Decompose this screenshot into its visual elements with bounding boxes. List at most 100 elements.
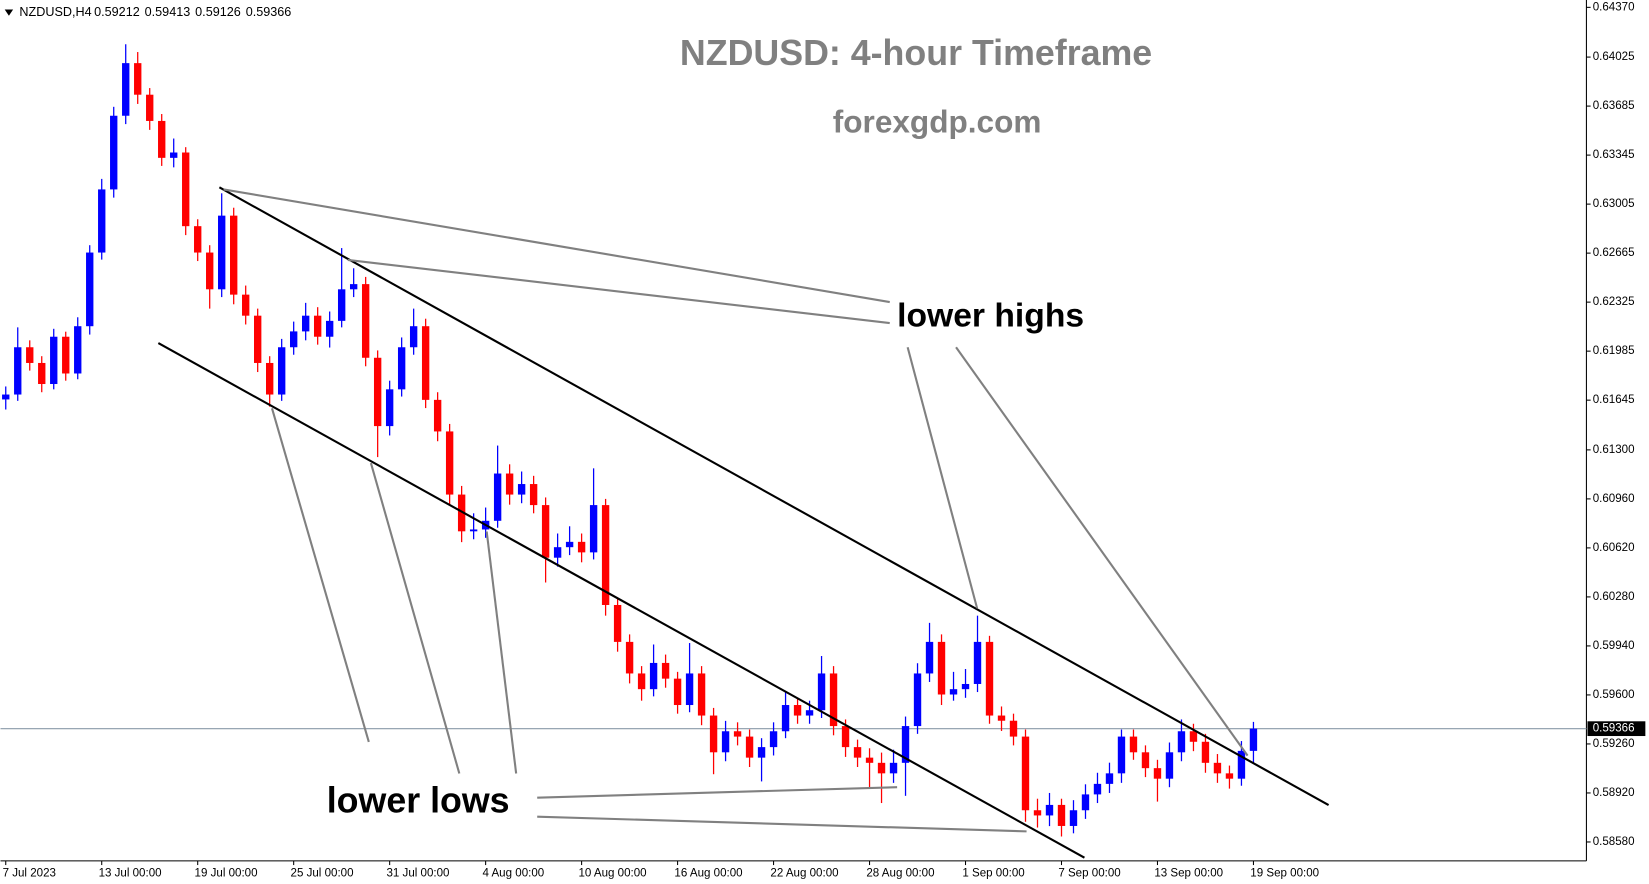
candle-body: [337, 289, 346, 321]
y-tick-label: 0.63345: [1593, 149, 1635, 161]
candle-body: [1093, 783, 1102, 795]
candle-body: [1189, 731, 1198, 742]
candle-body: [122, 63, 130, 116]
candle-body: [98, 189, 106, 253]
y-tick-label: 0.63005: [1593, 198, 1635, 210]
candle-body: [1021, 736, 1030, 811]
candle-body: [170, 152, 178, 158]
candle-body: [433, 399, 442, 432]
candle-body: [289, 331, 298, 348]
x-tick-label: 19 Sep 00:00: [1250, 868, 1319, 880]
y-tick-label: 0.60620: [1593, 542, 1635, 554]
ohlc-high: 0.59413: [145, 5, 191, 19]
x-tick-label: 22 Aug 00:00: [770, 868, 838, 880]
candle-body: [505, 473, 514, 495]
last-price-label: 0.59366: [1593, 723, 1635, 735]
y-tick-label: 0.58580: [1593, 836, 1635, 848]
candle-body: [613, 604, 622, 642]
chart-subtitle: forexgdp.com: [833, 104, 1042, 140]
candle-body: [86, 252, 94, 327]
candle-body: [649, 662, 658, 690]
candle-body: [517, 484, 526, 495]
candle-body: [158, 120, 166, 158]
candle-body: [74, 326, 82, 374]
candle-body: [230, 215, 238, 295]
x-tick-label: 31 Jul 00:00: [386, 868, 449, 880]
candle-body: [685, 673, 694, 706]
annotation: lower lows: [327, 780, 510, 820]
ohlc-close: 0.59366: [246, 5, 292, 19]
x-tick-label: 1 Sep 00:00: [962, 868, 1024, 880]
ohlc-open: 0.59212: [94, 5, 140, 19]
candle-body: [625, 641, 634, 674]
candle-body: [745, 736, 754, 758]
candle-body: [1201, 741, 1210, 763]
menu-triangle: [4, 9, 14, 16]
candle-body: [1225, 773, 1234, 779]
candle-body: [1213, 762, 1222, 774]
y-tick-label: 0.64025: [1593, 51, 1635, 63]
candle-body: [661, 662, 670, 679]
candle-body: [637, 673, 646, 690]
candle-body: [781, 705, 790, 732]
candle-body: [2, 394, 10, 400]
candle-body: [1153, 768, 1162, 779]
y-tick-label: 0.62325: [1593, 296, 1635, 308]
candle-body: [1249, 728, 1258, 751]
candle-body: [877, 762, 886, 774]
candle-body: [1045, 804, 1054, 816]
candle-body: [325, 320, 334, 337]
x-tick-label: 10 Aug 00:00: [578, 868, 646, 880]
candle-body: [38, 362, 46, 385]
candle-body: [757, 747, 766, 758]
candle-body: [841, 726, 850, 748]
candle-body: [469, 529, 478, 532]
y-tick-label: 0.59600: [1593, 689, 1635, 701]
x-tick-label: 16 Aug 00:00: [674, 868, 742, 880]
candle-body: [445, 431, 454, 495]
candle-body: [1141, 752, 1150, 769]
channel-lower: [157, 342, 1085, 859]
candle-body: [601, 505, 610, 605]
candle-body: [673, 678, 682, 706]
candle-body: [793, 705, 802, 716]
channel-upper: [218, 186, 1330, 806]
candle-body: [14, 347, 22, 395]
pointer-line: [955, 346, 1249, 757]
candle-body: [50, 336, 58, 385]
pointer-line: [270, 408, 370, 743]
candle-body: [409, 326, 418, 348]
candle-body: [901, 726, 910, 763]
pointer-line: [369, 462, 461, 774]
candle-body: [182, 152, 190, 227]
candle-body: [1129, 736, 1138, 753]
candle-body: [134, 63, 142, 95]
candle-body: [577, 541, 586, 553]
candle-body: [853, 747, 862, 758]
chart-title: NZDUSD: 4-hour Timeframe: [680, 33, 1152, 73]
y-tick-label: 0.60960: [1593, 493, 1635, 505]
candle-body: [1081, 794, 1090, 811]
candle-body: [985, 641, 994, 716]
candle-body: [529, 484, 538, 506]
candle-body: [361, 284, 370, 358]
pointer-line: [347, 258, 890, 325]
candle-body: [206, 252, 214, 290]
candle-body: [805, 710, 814, 716]
candle-body: [194, 226, 202, 253]
candle-body: [709, 715, 718, 753]
candle-body: [218, 215, 226, 290]
candle-body: [1033, 810, 1042, 816]
candle-body: [254, 315, 262, 363]
candles: [2, 44, 1258, 837]
x-tick-label: 13 Sep 00:00: [1154, 868, 1223, 880]
candle-body: [565, 541, 574, 548]
y-tick-label: 0.61645: [1593, 394, 1635, 406]
candle-body: [1237, 750, 1246, 779]
candle-body: [1105, 773, 1114, 784]
pointer-line: [485, 531, 518, 774]
candle-body: [421, 326, 430, 400]
